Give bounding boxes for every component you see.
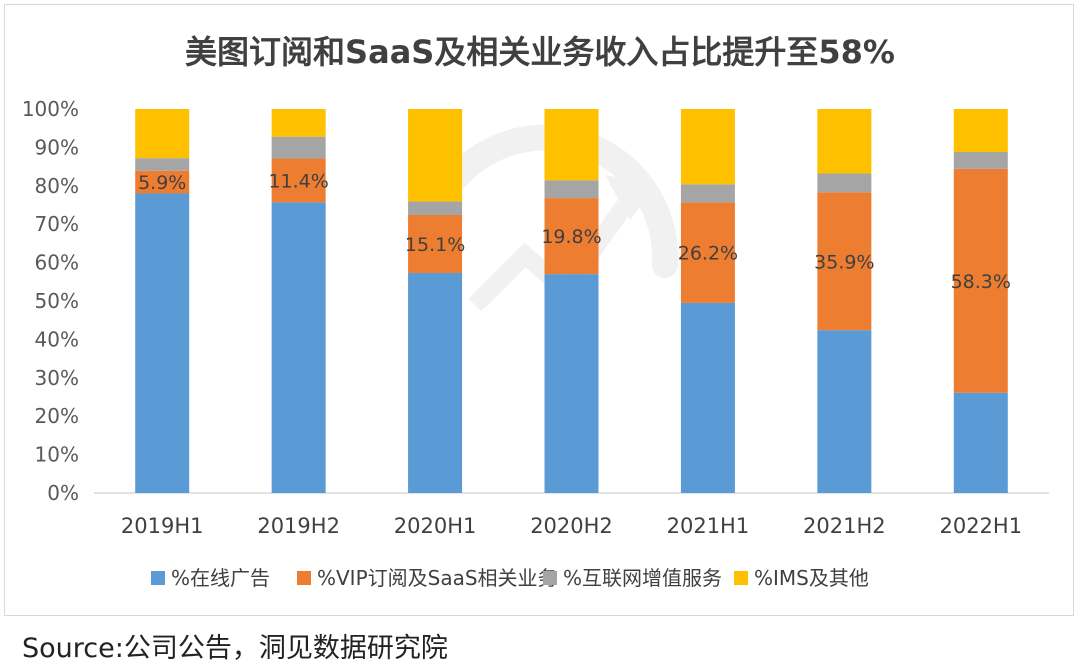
x-tick-label: 2020H1 — [394, 514, 477, 538]
x-tick-label: 2020H2 — [530, 514, 613, 538]
bar-segment — [271, 158, 326, 203]
bar-segment — [408, 272, 463, 493]
y-tick-label: 30% — [35, 366, 79, 390]
legend-label: %互联网增值服务 — [563, 566, 722, 590]
legend-swatch — [151, 571, 165, 585]
data-label: 58.3% — [951, 271, 1011, 293]
y-tick-label: 80% — [35, 174, 79, 198]
bar-segment — [953, 392, 1008, 493]
y-tick-label: 90% — [35, 135, 79, 159]
x-tick-label: 2021H1 — [667, 514, 750, 538]
bar-segment — [544, 180, 599, 199]
bar-segment — [408, 214, 463, 273]
data-label: 15.1% — [405, 234, 465, 256]
chart-title: 美图订阅和SaaS及相关业务收入占比提升至58% — [185, 33, 895, 71]
legend-label: %在线广告 — [171, 566, 270, 590]
y-tick-label: 50% — [35, 289, 79, 313]
bar-segment — [680, 302, 735, 493]
y-tick-label: 40% — [35, 327, 79, 351]
bar-segment — [953, 109, 1008, 153]
bar-segment — [408, 201, 463, 215]
data-label: 35.9% — [814, 251, 874, 273]
data-label: 19.8% — [541, 226, 601, 248]
y-tick-label: 20% — [35, 404, 79, 428]
source-text: 公司公告，洞见数据研究院 — [123, 633, 448, 664]
y-tick-label: 70% — [35, 212, 79, 236]
bar-segment — [135, 193, 190, 494]
bar-segment — [408, 109, 463, 202]
legend-label: %IMS及其他 — [754, 566, 869, 590]
bar-segment — [271, 202, 326, 493]
bar-segment — [680, 109, 735, 185]
bar-segment — [817, 330, 872, 493]
legend-swatch — [297, 571, 311, 585]
bar-segment — [953, 168, 1008, 393]
bar-segment — [817, 109, 872, 174]
bar-segment — [271, 136, 326, 159]
bar-segment — [271, 109, 326, 137]
y-tick-label: 10% — [35, 443, 79, 467]
bar-segment — [135, 109, 190, 159]
bar-segment — [953, 152, 1008, 169]
data-label: 26.2% — [678, 243, 738, 265]
bar-segment — [135, 158, 190, 171]
source-note: Source:公司公告，洞见数据研究院 — [22, 626, 448, 665]
source-label: Source: — [22, 633, 124, 664]
bar-segment — [544, 274, 599, 493]
x-tick-label: 2019H1 — [121, 514, 204, 538]
bar-segment — [817, 192, 872, 331]
bar-segment — [817, 173, 872, 193]
bar-segment — [135, 170, 190, 194]
y-tick-label: 0% — [47, 481, 79, 505]
y-tick-label: 100% — [22, 97, 79, 121]
x-tick-label: 2022H1 — [939, 514, 1022, 538]
legend-swatch — [543, 571, 557, 585]
data-label: 11.4% — [268, 170, 328, 192]
legend-swatch — [734, 571, 748, 585]
chart-frame: 美图订阅和SaaS及相关业务收入占比提升至58% 0% 10% 20% 30% 40% 5… — [4, 4, 1074, 616]
bar-segment — [680, 202, 735, 303]
stacked-bar-chart: 美图订阅和SaaS及相关业务收入占比提升至58% 0% 10% 20% 30% 40% 5… — [22, 33, 1049, 590]
y-tick-label: 60% — [35, 251, 79, 275]
x-tick-label: 2021H2 — [803, 514, 886, 538]
bar-segment — [680, 184, 735, 203]
bar-segment — [544, 198, 599, 275]
bar-segment — [544, 109, 599, 181]
data-label: 5.9% — [138, 172, 186, 194]
x-tick-label: 2019H2 — [257, 514, 340, 538]
legend-label: %VIP订阅及SaaS相关业务 — [317, 566, 558, 590]
